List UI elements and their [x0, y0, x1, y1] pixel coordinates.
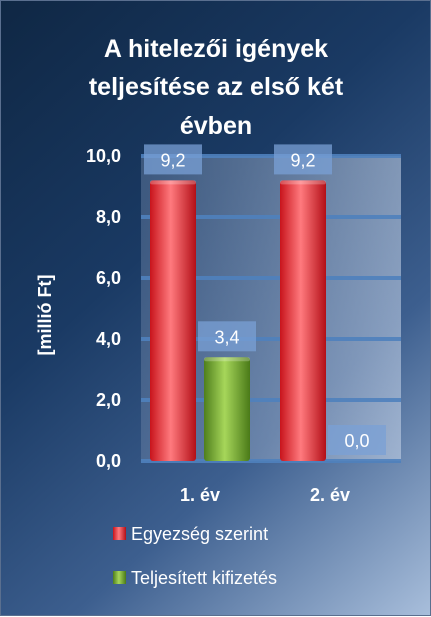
- y-axis-label: [millió Ft]: [35, 275, 55, 356]
- bar-highlight: [204, 357, 250, 361]
- y-tick-label: 8,0: [96, 207, 121, 227]
- y-tick-label: 2,0: [96, 390, 121, 410]
- bar: [150, 180, 196, 461]
- y-tick-label: 6,0: [96, 268, 121, 288]
- bar: [204, 357, 250, 461]
- y-tick-label: 10,0: [86, 146, 121, 166]
- data-label: 9,2: [160, 150, 185, 170]
- chart-title-line-1: A hitelezői igények: [104, 35, 328, 63]
- plot-area: 0,0 2,0 4,0 6,0 8,0 10,0 9,2 3,4 1. év 9,2 0,0 2. é…: [86, 144, 401, 505]
- legend-label: Egyezség szerint: [131, 524, 268, 544]
- chart-title-line-3: évben: [180, 112, 252, 140]
- x-tick-label: 2. év: [310, 485, 350, 505]
- data-label: 3,4: [214, 327, 239, 347]
- bar-highlight: [280, 180, 326, 184]
- legend-swatch: [113, 527, 126, 540]
- x-tick-label: 1. év: [180, 485, 220, 505]
- data-label: 9,2: [290, 150, 315, 170]
- legend: Egyezség szerint Teljesített kifizetés: [113, 524, 277, 588]
- bar: [280, 180, 326, 461]
- y-tick-label: 4,0: [96, 329, 121, 349]
- data-label: 0,0: [344, 431, 369, 451]
- y-tick-label: 0,0: [96, 451, 121, 471]
- legend-swatch: [113, 571, 126, 584]
- legend-label: Teljesített kifizetés: [131, 568, 277, 588]
- chart-title-line-2: teljesítése az első két: [89, 73, 344, 101]
- bar-highlight: [150, 180, 196, 184]
